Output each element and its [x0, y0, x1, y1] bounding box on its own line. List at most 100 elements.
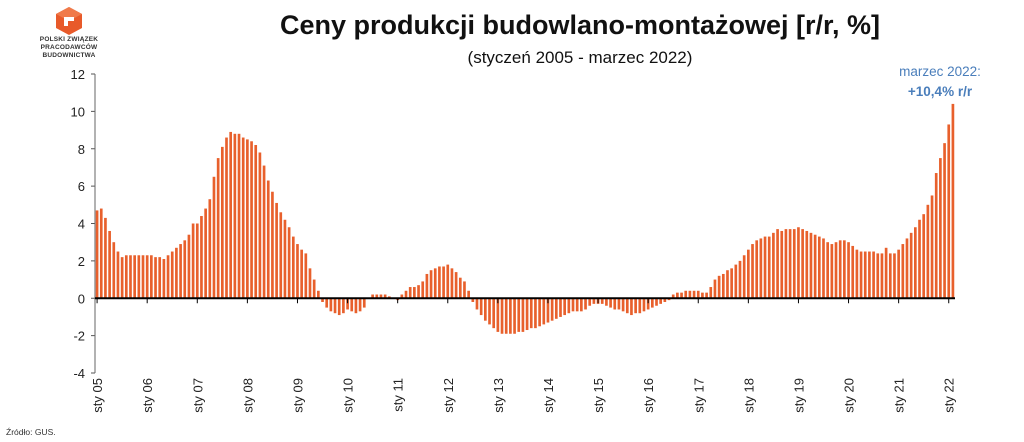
y-axis: -4 -2 0 2 4 6 8 10 12 [71, 67, 95, 381]
bar [872, 251, 875, 299]
bar [133, 255, 136, 299]
bar [124, 255, 128, 299]
bar [346, 298, 349, 310]
bar [321, 298, 324, 302]
bar [200, 216, 203, 299]
bar [333, 298, 337, 314]
bar [726, 270, 729, 299]
bar [797, 227, 800, 299]
bar [843, 240, 846, 299]
bar [509, 298, 512, 334]
bar [671, 294, 675, 299]
x-tick-label: sty 12 [441, 378, 456, 413]
x-tick-label: sty 14 [541, 378, 556, 413]
bar [362, 298, 366, 308]
bar [454, 272, 458, 299]
bar [479, 298, 483, 316]
bar [684, 290, 688, 299]
source-note: Źródło: GUS. [6, 427, 56, 437]
bar [304, 253, 308, 299]
y-tick-label: 10 [71, 104, 85, 119]
axes [94, 74, 955, 373]
bar [730, 268, 733, 299]
bar [404, 290, 408, 299]
chart-subtitle: (styczeń 2005 - marzec 2022) [467, 48, 693, 67]
bar [922, 214, 926, 299]
bar [659, 298, 663, 304]
x-tick-label: sty 20 [842, 378, 857, 413]
bar [154, 257, 157, 299]
bar [254, 145, 258, 299]
bar [650, 298, 654, 308]
bar [129, 255, 132, 299]
bar [191, 223, 195, 299]
bar [742, 255, 746, 299]
bar [605, 298, 608, 306]
bar [525, 298, 529, 331]
bar [705, 292, 708, 299]
bar [554, 298, 558, 319]
x-tick-label: sty 06 [140, 378, 155, 413]
bar [914, 227, 917, 299]
bar [137, 255, 141, 299]
bar [571, 298, 575, 312]
bar [776, 229, 779, 299]
bar [225, 137, 228, 299]
bar [755, 240, 759, 299]
bar [216, 158, 220, 299]
bar [283, 219, 287, 299]
bar [634, 298, 637, 314]
bar [813, 234, 817, 299]
bar [538, 298, 541, 327]
bar [150, 255, 153, 299]
bar [759, 238, 763, 299]
bar [767, 236, 771, 299]
bar [939, 158, 942, 299]
bar [901, 244, 905, 299]
latest-value-annotation: marzec 2022: +10,4% r/r [880, 62, 1000, 102]
x-tick-label: sty 11 [391, 378, 406, 412]
bar [943, 143, 946, 299]
bar [408, 287, 412, 299]
bar [751, 244, 754, 299]
bar [642, 298, 646, 312]
chart-title: Ceny produkcji budowlano-montażowej [r/r… [279, 10, 881, 40]
bar [438, 266, 441, 299]
bar [183, 240, 187, 299]
bar [868, 251, 871, 299]
bar [275, 202, 278, 299]
bar [721, 273, 725, 299]
bar [471, 298, 475, 302]
bar [680, 292, 683, 299]
bar [830, 244, 834, 299]
bar [563, 298, 566, 316]
annotation-date: marzec 2022: [899, 64, 981, 79]
bar [458, 277, 462, 299]
bar [834, 242, 838, 299]
bar [241, 137, 245, 299]
bar [266, 180, 270, 299]
x-tick-label: sty 10 [341, 378, 356, 413]
bar [638, 298, 642, 314]
bar [592, 298, 596, 304]
bar [521, 298, 525, 332]
x-tick-label: sty 05 [90, 378, 105, 413]
bar [918, 219, 921, 299]
x-tick-label: sty 19 [791, 378, 806, 413]
bar [120, 257, 124, 299]
bar [630, 298, 633, 316]
bar [179, 244, 182, 299]
bar [763, 236, 767, 299]
bar [529, 298, 533, 329]
y-tick-label: -4 [73, 366, 85, 381]
bar [450, 268, 454, 299]
bar [863, 251, 867, 299]
bar [613, 298, 617, 310]
y-tick-label: 12 [71, 67, 85, 82]
bar [417, 285, 420, 299]
bar [488, 298, 491, 325]
bar [534, 298, 537, 329]
bar [166, 255, 170, 299]
bar [709, 287, 713, 299]
bar [158, 257, 162, 299]
